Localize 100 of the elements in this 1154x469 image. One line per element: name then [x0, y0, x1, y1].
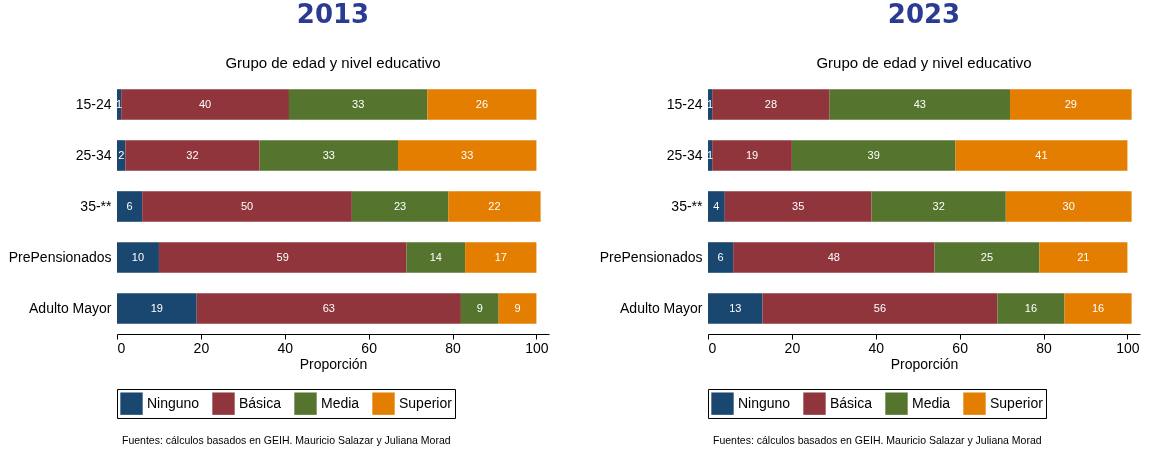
x-tick-label: 100	[525, 339, 549, 356]
data-label: 63	[322, 301, 335, 314]
data-label: 29	[1064, 97, 1077, 110]
y-tick-label: 15-24	[666, 95, 703, 112]
bar	[196, 293, 461, 324]
x-tick-label: 20	[784, 339, 801, 356]
y-tick-label: 15-24	[75, 95, 112, 112]
x-tick-label: 100	[1116, 339, 1140, 356]
bar	[724, 191, 872, 222]
data-label: 35	[792, 199, 805, 212]
data-label: 10	[131, 250, 145, 263]
data-label: 33	[352, 97, 365, 110]
bar	[498, 293, 537, 324]
bar	[955, 140, 1128, 171]
source-note: Fuentes: cálculos basados en GEIH. Mauricio Salazar y Juliana Morad	[122, 434, 451, 446]
data-label: 16	[1091, 301, 1105, 314]
bar	[829, 89, 1010, 120]
data-label: 40	[198, 97, 212, 110]
data-label: 9	[514, 301, 521, 314]
data-label: 26	[475, 97, 489, 110]
bar	[427, 89, 537, 120]
data-label: 56	[873, 301, 887, 314]
chart-subtitle: Grupo de edad y nivel educativo	[816, 54, 1032, 71]
data-label: 28	[764, 97, 778, 110]
data-label: 2	[118, 148, 125, 161]
data-label: 50	[240, 199, 254, 212]
bar	[398, 140, 537, 171]
bar	[259, 140, 399, 171]
x-tick-label: 60	[361, 339, 378, 356]
bar	[997, 293, 1065, 324]
data-label: 1	[116, 97, 123, 110]
data-label: 25	[980, 250, 994, 263]
bar	[448, 191, 541, 222]
bar	[762, 293, 998, 324]
data-label: 43	[913, 97, 926, 110]
bar	[465, 242, 537, 273]
x-tick-label: 60	[952, 339, 969, 356]
bar	[117, 293, 197, 324]
x-tick-label: 0	[117, 339, 126, 356]
chart-title: 2023	[887, 0, 961, 29]
data-label: 59	[276, 250, 289, 263]
y-tick-label: 35-**	[80, 197, 113, 214]
data-label: 41	[1035, 148, 1048, 161]
legend-label: Básica	[239, 394, 282, 411]
x-tick-label: 20	[193, 339, 210, 356]
legend-label: Ninguno	[738, 394, 791, 411]
legend-label: Superior	[990, 394, 1044, 411]
data-label: 39	[867, 148, 880, 161]
bar	[1005, 191, 1132, 222]
legend-label: Media	[321, 394, 360, 411]
bar	[288, 89, 428, 120]
data-label: 30	[1062, 199, 1075, 212]
data-label: 9	[476, 301, 483, 314]
bar	[733, 242, 935, 273]
bar	[871, 191, 1006, 222]
data-label: 22	[488, 199, 501, 212]
y-tick-label: 35-**	[671, 197, 704, 214]
data-label: 19	[745, 148, 759, 161]
bar	[117, 191, 143, 222]
y-tick-label: Adulto Mayor	[620, 299, 703, 316]
x-tick-label: 80	[445, 339, 462, 356]
bar	[1009, 89, 1132, 120]
bar	[1064, 293, 1132, 324]
x-tick-label: 40	[277, 339, 294, 356]
bar	[406, 242, 466, 273]
data-label: 23	[393, 199, 407, 212]
legend-label: Superior	[399, 394, 453, 411]
y-tick-label: 25-34	[666, 146, 703, 163]
y-tick-label: PrePensionados	[599, 248, 703, 265]
y-tick-label: 25-34	[75, 146, 112, 163]
bar	[142, 191, 352, 222]
chart-subtitle: Grupo de edad y nivel educativo	[225, 54, 441, 71]
legend-label: Básica	[830, 394, 873, 411]
bar	[351, 191, 449, 222]
source-note: Fuentes: cálculos basados en GEIH. Mauricio Salazar y Juliana Morad	[713, 434, 1042, 446]
x-tick-label: 80	[1036, 339, 1053, 356]
legend-label: Media	[912, 394, 951, 411]
x-tick-label: 40	[868, 339, 885, 356]
data-label: 6	[126, 199, 133, 212]
data-label: 33	[322, 148, 335, 161]
bar	[712, 140, 792, 171]
data-label: 4	[713, 199, 720, 212]
data-label: 19	[150, 301, 163, 314]
bar	[708, 242, 734, 273]
data-label: 6	[717, 250, 724, 263]
data-label: 17	[494, 250, 507, 263]
data-label: 32	[186, 148, 199, 161]
bar	[121, 89, 289, 120]
y-tick-label: Adulto Mayor	[29, 299, 112, 316]
y-tick-label: PrePensionados	[8, 248, 112, 265]
data-label: 1	[707, 148, 714, 161]
chart-title: 2013	[296, 0, 370, 29]
data-label: 13	[729, 301, 742, 314]
bar	[460, 293, 499, 324]
data-label: 14	[429, 250, 442, 263]
x-axis-title: Proporción	[890, 355, 959, 372]
bar	[1039, 242, 1128, 273]
bar	[934, 242, 1040, 273]
bar	[791, 140, 956, 171]
bar	[708, 293, 763, 324]
